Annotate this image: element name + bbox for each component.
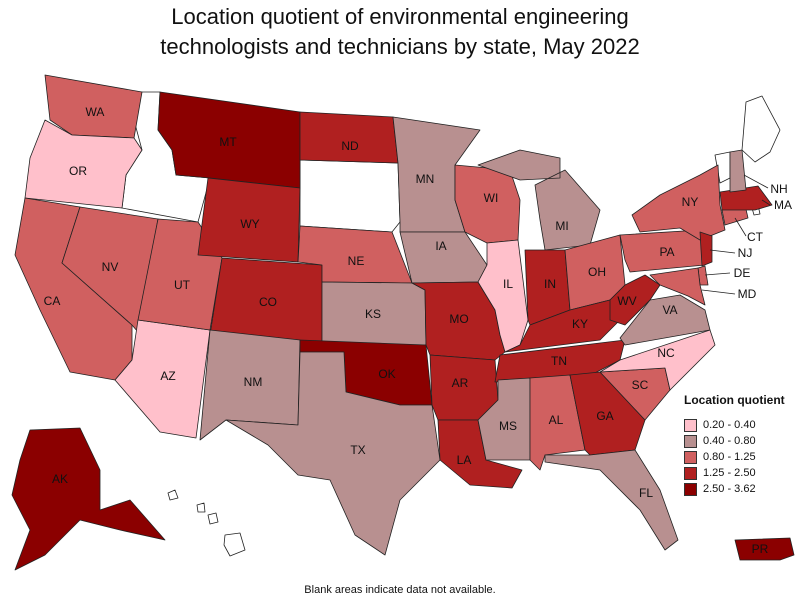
label-AL: AL	[549, 413, 564, 427]
legend: Location quotient 0.20 - 0.40 0.40 - 0.8…	[684, 393, 800, 497]
state-ND[interactable]	[299, 111, 399, 164]
legend-swatch	[684, 466, 697, 480]
state-WV[interactable]	[609, 274, 661, 326]
state-AK[interactable]	[11, 427, 166, 571]
label-LA: LA	[457, 453, 472, 467]
state-TN[interactable]	[494, 339, 626, 383]
legend-item: 0.80 - 1.25	[684, 449, 800, 465]
label-PA: PA	[659, 245, 674, 259]
legend-item: 0.40 - 0.80	[684, 433, 800, 449]
label-KY: KY	[572, 317, 588, 331]
legend-swatch	[684, 450, 697, 464]
label-NC: NC	[657, 346, 675, 360]
legend-label: 0.80 - 1.25	[703, 451, 756, 463]
label-FL: FL	[639, 486, 653, 500]
label-KS: KS	[365, 307, 381, 321]
label-IN: IN	[544, 277, 556, 291]
legend-swatch	[684, 482, 697, 496]
legend-label: 0.20 - 0.40	[703, 419, 756, 431]
label-OK: OK	[378, 367, 395, 381]
label-WI: WI	[484, 191, 499, 205]
state-ME[interactable]	[741, 95, 781, 163]
label-AR: AR	[452, 376, 469, 390]
label-MD: MD	[738, 287, 757, 301]
label-AZ: AZ	[160, 369, 175, 383]
label-VA: VA	[662, 303, 677, 317]
label-IA: IA	[435, 239, 446, 253]
state-NJ[interactable]	[699, 231, 713, 267]
legend-swatch	[684, 434, 697, 448]
label-MN: MN	[416, 172, 435, 186]
state-HI[interactable]	[167, 489, 246, 557]
footnote: Blank areas indicate data not available.	[304, 584, 496, 596]
map-title-line2: technologists and technicians by state, …	[160, 34, 640, 59]
legend-label: 1.25 - 2.50	[703, 467, 756, 479]
label-WY: WY	[240, 217, 259, 231]
label-NH: NH	[770, 182, 787, 196]
legend-swatch	[684, 418, 697, 432]
legend-item: 1.25 - 2.50	[684, 465, 800, 481]
label-ND: ND	[341, 139, 359, 153]
state-PR[interactable]	[734, 537, 795, 561]
map-title: Location quotient of environmental engin…	[0, 2, 800, 62]
state-TX[interactable]	[225, 351, 441, 556]
label-CO: CO	[259, 295, 277, 309]
state-NV[interactable]	[61, 206, 159, 333]
label-AK: AK	[52, 472, 68, 486]
label-PR: PR	[752, 542, 769, 556]
legend-label: 2.50 - 3.62	[703, 483, 756, 495]
label-OH: OH	[588, 265, 606, 279]
label-GA: GA	[596, 409, 613, 423]
label-MI: MI	[555, 219, 568, 233]
label-NJ: NJ	[738, 246, 753, 260]
label-DE: DE	[734, 266, 751, 280]
state-NH[interactable]	[729, 149, 747, 193]
label-CA: CA	[44, 294, 61, 308]
state-FL[interactable]	[544, 449, 679, 551]
label-NE: NE	[348, 254, 365, 268]
label-MS: MS	[499, 419, 517, 433]
label-TN: TN	[551, 354, 567, 368]
legend-label: 0.40 - 0.80	[703, 435, 756, 447]
label-CT: CT	[747, 230, 764, 244]
label-UT: UT	[174, 278, 191, 292]
label-IL: IL	[503, 277, 513, 291]
label-OR: OR	[69, 164, 87, 178]
legend-item: 0.20 - 0.40	[684, 417, 800, 433]
label-MO: MO	[449, 312, 468, 326]
state-NY[interactable]	[631, 164, 726, 241]
state-OR[interactable]	[24, 119, 143, 209]
label-TX: TX	[350, 443, 365, 457]
label-SC: SC	[632, 378, 649, 392]
label-WV: WV	[617, 294, 636, 308]
label-NM: NM	[244, 375, 263, 389]
legend-item: 2.50 - 3.62	[684, 481, 800, 497]
label-NV: NV	[102, 260, 119, 274]
label-MT: MT	[219, 135, 237, 149]
state-labels: WA OR CA NV AZ UT MT WY CO NM ND NE KS O…	[44, 105, 792, 556]
legend-title: Location quotient	[684, 393, 785, 407]
map-title-line1: Location quotient of environmental engin…	[171, 4, 629, 29]
state-IL[interactable]	[477, 239, 529, 353]
label-WA: WA	[86, 105, 105, 119]
state-SD[interactable]	[299, 159, 401, 233]
label-NY: NY	[682, 195, 699, 209]
state-MD[interactable]	[649, 267, 706, 306]
callout-leaders	[701, 174, 771, 295]
label-MA: MA	[774, 198, 792, 212]
